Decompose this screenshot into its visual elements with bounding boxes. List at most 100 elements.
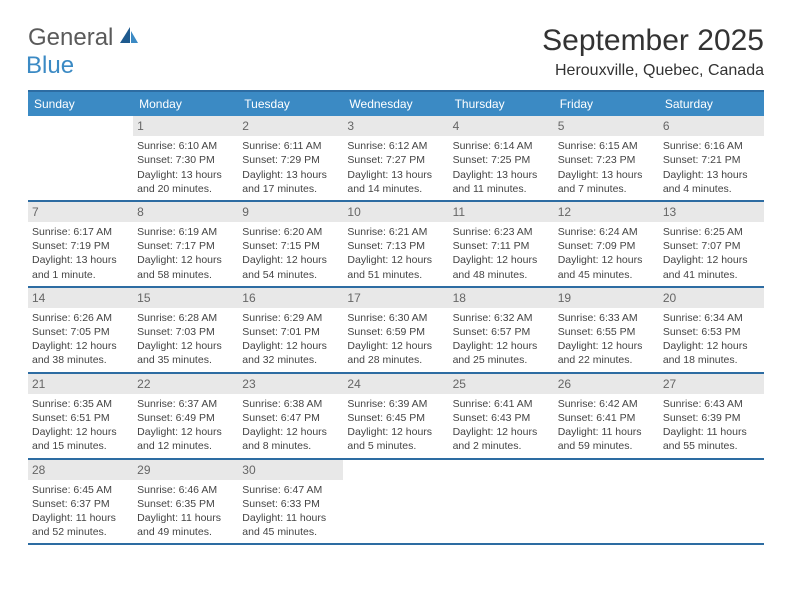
sunset-text: Sunset: 7:15 PM — [242, 239, 339, 253]
week-row: 1Sunrise: 6:10 AMSunset: 7:30 PMDaylight… — [28, 116, 764, 202]
daylight-text: Daylight: 12 hours and 22 minutes. — [558, 339, 655, 367]
sunrise-text: Sunrise: 6:15 AM — [558, 139, 655, 153]
sunset-text: Sunset: 6:41 PM — [558, 411, 655, 425]
daylight-text: Daylight: 11 hours and 52 minutes. — [32, 511, 129, 539]
day-number: 3 — [343, 116, 448, 136]
sunset-text: Sunset: 6:47 PM — [242, 411, 339, 425]
day-cell: 7Sunrise: 6:17 AMSunset: 7:19 PMDaylight… — [28, 202, 133, 286]
empty-day — [449, 460, 554, 478]
day-cell: 21Sunrise: 6:35 AMSunset: 6:51 PMDayligh… — [28, 374, 133, 458]
daylight-text: Daylight: 11 hours and 45 minutes. — [242, 511, 339, 539]
daylight-text: Daylight: 12 hours and 28 minutes. — [347, 339, 444, 367]
sunrise-text: Sunrise: 6:24 AM — [558, 225, 655, 239]
sunrise-text: Sunrise: 6:32 AM — [453, 311, 550, 325]
empty-day — [659, 460, 764, 478]
week-row: 14Sunrise: 6:26 AMSunset: 7:05 PMDayligh… — [28, 288, 764, 374]
sunset-text: Sunset: 6:59 PM — [347, 325, 444, 339]
daylight-text: Daylight: 13 hours and 1 minute. — [32, 253, 129, 281]
day-number: 19 — [554, 288, 659, 308]
sunset-text: Sunset: 7:29 PM — [242, 153, 339, 167]
day-cell: 26Sunrise: 6:42 AMSunset: 6:41 PMDayligh… — [554, 374, 659, 458]
sunset-text: Sunset: 6:43 PM — [453, 411, 550, 425]
day-cell: 28 Sunrise: 6:45 AMSunset: 6:37 PMDayligh… — [28, 460, 133, 544]
location-text: Herouxville, Quebec, Canada — [542, 62, 764, 80]
day-cell: 13Sunrise: 6:25 AMSunset: 7:07 PMDayligh… — [659, 202, 764, 286]
sunset-text: Sunset: 6:37 PM — [32, 497, 129, 511]
day-number: 6 — [659, 116, 764, 136]
day-number: 28 — [28, 460, 133, 480]
week-row: 21Sunrise: 6:35 AMSunset: 6:51 PMDayligh… — [28, 374, 764, 460]
day-cell: 1Sunrise: 6:10 AMSunset: 7:30 PMDaylight… — [133, 116, 238, 200]
sunset-text: Sunset: 7:27 PM — [347, 153, 444, 167]
day-number: 14 — [28, 288, 133, 308]
sunrise-text: Sunrise: 6:29 AM — [242, 311, 339, 325]
day-cell: 29Sunrise: 6:46 AMSunset: 6:35 PMDayligh… — [133, 460, 238, 544]
daylight-text: Daylight: 12 hours and 38 minutes. — [32, 339, 129, 367]
sunset-text: Sunset: 7:21 PM — [663, 153, 760, 167]
sunrise-text: Sunrise: 6:30 AM — [347, 311, 444, 325]
day-cell: 16Sunrise: 6:29 AMSunset: 7:01 PMDayligh… — [238, 288, 343, 372]
day-cell — [449, 460, 554, 544]
sunrise-text: Sunrise: 6:45 AM — [32, 483, 129, 497]
weeks-container: 1Sunrise: 6:10 AMSunset: 7:30 PMDaylight… — [28, 116, 764, 545]
week-row: 28Sunrise: 6:45 AMSunset: 6:37 PMDayligh… — [28, 460, 764, 546]
day-header-saturday: Saturday — [659, 92, 764, 116]
sunrise-text: Sunrise: 6:41 AM — [453, 397, 550, 411]
sunrise-text: Sunrise: 6:46 AM — [137, 483, 234, 497]
sunrise-text: Sunrise: 6:12 AM — [347, 139, 444, 153]
sunset-text: Sunset: 7:03 PM — [137, 325, 234, 339]
day-cell: 17Sunrise: 6:30 AMSunset: 6:59 PMDayligh… — [343, 288, 448, 372]
sunset-text: Sunset: 6:53 PM — [663, 325, 760, 339]
day-cell: 8Sunrise: 6:19 AMSunset: 7:17 PMDaylight… — [133, 202, 238, 286]
sunrise-text: Sunrise: 6:26 AM — [32, 311, 129, 325]
day-cell: 24Sunrise: 6:39 AMSunset: 6:45 PMDayligh… — [343, 374, 448, 458]
day-header-row: Sunday Monday Tuesday Wednesday Thursday… — [28, 92, 764, 116]
sunset-text: Sunset: 6:39 PM — [663, 411, 760, 425]
day-cell: 25Sunrise: 6:41 AMSunset: 6:43 PMDayligh… — [449, 374, 554, 458]
day-cell: 20Sunrise: 6:34 AMSunset: 6:53 PMDayligh… — [659, 288, 764, 372]
day-number: 15 — [133, 288, 238, 308]
day-number: 27 — [659, 374, 764, 394]
daylight-text: Daylight: 12 hours and 51 minutes. — [347, 253, 444, 281]
day-cell: 9Sunrise: 6:20 AMSunset: 7:15 PMDaylight… — [238, 202, 343, 286]
day-cell: 12Sunrise: 6:24 AMSunset: 7:09 PMDayligh… — [554, 202, 659, 286]
daylight-text: Daylight: 12 hours and 5 minutes. — [347, 425, 444, 453]
day-cell: 4Sunrise: 6:14 AMSunset: 7:25 PMDaylight… — [449, 116, 554, 200]
sunset-text: Sunset: 7:05 PM — [32, 325, 129, 339]
day-cell: 15Sunrise: 6:28 AMSunset: 7:03 PMDayligh… — [133, 288, 238, 372]
week-row: 7Sunrise: 6:17 AMSunset: 7:19 PMDaylight… — [28, 202, 764, 288]
day-number: 11 — [449, 202, 554, 222]
day-header-wednesday: Wednesday — [343, 92, 448, 116]
daylight-text: Daylight: 12 hours and 8 minutes. — [242, 425, 339, 453]
day-number: 10 — [343, 202, 448, 222]
day-cell — [554, 460, 659, 544]
daylight-text: Daylight: 13 hours and 11 minutes. — [453, 168, 550, 196]
sunrise-text: Sunrise: 6:37 AM — [137, 397, 234, 411]
day-cell — [28, 116, 133, 200]
sunrise-text: Sunrise: 6:10 AM — [137, 139, 234, 153]
day-cell: 23Sunrise: 6:38 AMSunset: 6:47 PMDayligh… — [238, 374, 343, 458]
day-cell: 6Sunrise: 6:16 AMSunset: 7:21 PMDaylight… — [659, 116, 764, 200]
day-cell: 3Sunrise: 6:12 AMSunset: 7:27 PMDaylight… — [343, 116, 448, 200]
sunrise-text: Sunrise: 6:42 AM — [558, 397, 655, 411]
day-cell: 11Sunrise: 6:23 AMSunset: 7:11 PMDayligh… — [449, 202, 554, 286]
logo-sail-icon — [118, 25, 140, 50]
daylight-text: Daylight: 12 hours and 15 minutes. — [32, 425, 129, 453]
sunrise-text: Sunrise: 6:39 AM — [347, 397, 444, 411]
day-number: 24 — [343, 374, 448, 394]
sunset-text: Sunset: 7:25 PM — [453, 153, 550, 167]
sunset-text: Sunset: 7:17 PM — [137, 239, 234, 253]
day-number: 8 — [133, 202, 238, 222]
day-number: 2 — [238, 116, 343, 136]
sunset-text: Sunset: 6:51 PM — [32, 411, 129, 425]
logo-word-blue: Blue — [26, 52, 74, 79]
sunset-text: Sunset: 7:09 PM — [558, 239, 655, 253]
day-number: 21 — [28, 374, 133, 394]
title-block: September 2025 Herouxville, Quebec, Cana… — [542, 24, 764, 80]
sunrise-text: Sunrise: 6:17 AM — [32, 225, 129, 239]
daylight-text: Daylight: 12 hours and 41 minutes. — [663, 253, 760, 281]
day-number: 9 — [238, 202, 343, 222]
sunset-text: Sunset: 6:57 PM — [453, 325, 550, 339]
sunrise-text: Sunrise: 6:14 AM — [453, 139, 550, 153]
header: General Blue September 2025 Herouxville,… — [28, 24, 764, 80]
